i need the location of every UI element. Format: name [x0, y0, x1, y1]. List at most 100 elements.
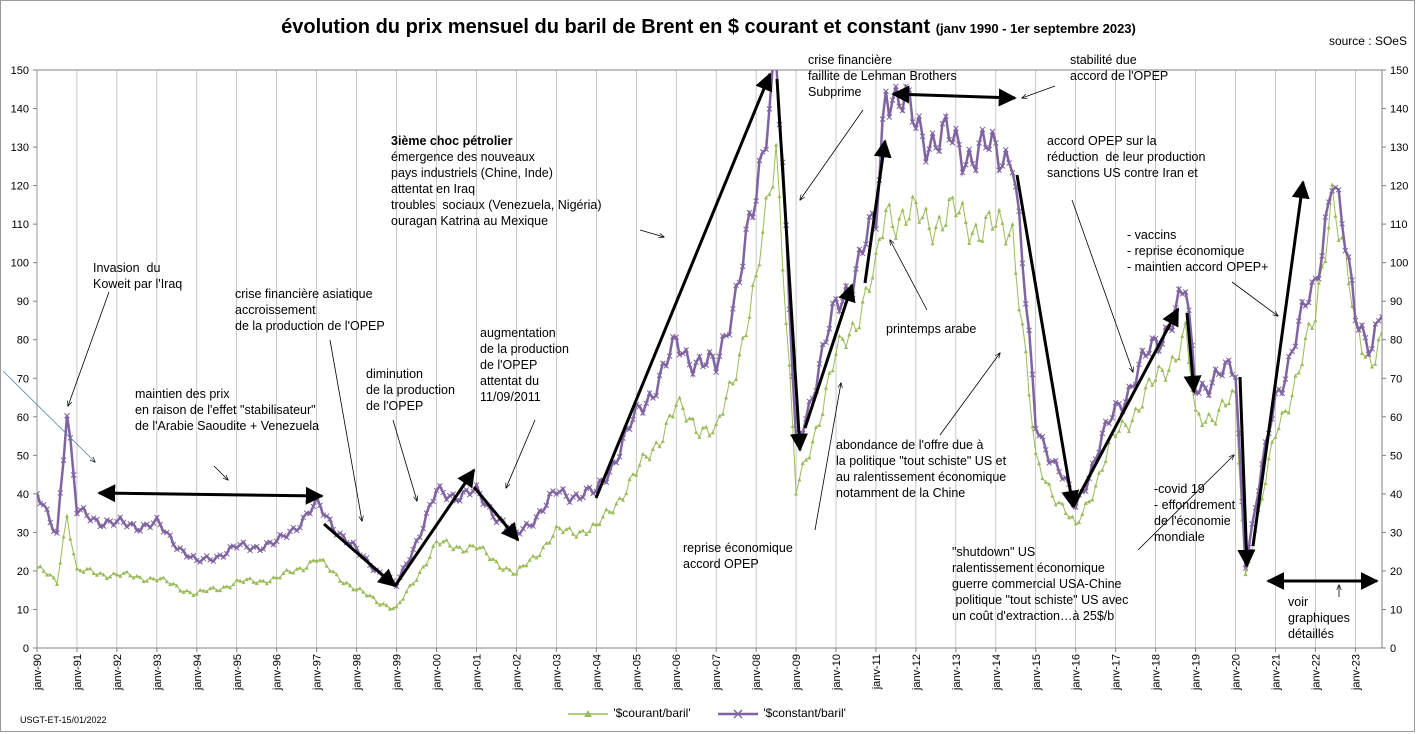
- point-triangle: [913, 199, 918, 204]
- point-triangle: [474, 546, 479, 551]
- point-triangle: [664, 420, 669, 425]
- point-triangle: [354, 587, 359, 592]
- x-tick-label: janv-90: [32, 654, 44, 691]
- point-cross: [573, 491, 580, 497]
- point-triangle: [1196, 411, 1201, 416]
- point-triangle: [224, 584, 229, 589]
- point-cross: [1019, 260, 1026, 267]
- point-cross: [1006, 160, 1012, 166]
- point-cross: [816, 360, 823, 367]
- point-triangle: [497, 565, 502, 570]
- point-triangle: [587, 528, 592, 533]
- point-triangle: [933, 224, 938, 229]
- point-cross: [436, 482, 443, 489]
- point-triangle: [1293, 373, 1298, 378]
- point-cross: [180, 547, 187, 554]
- point-triangle: [1150, 382, 1155, 387]
- annotation-covid: -covid 19 - effondrement de l'économie m…: [1154, 482, 1236, 544]
- point-triangle: [670, 414, 675, 419]
- point-triangle: [714, 421, 719, 426]
- point-triangle: [337, 578, 342, 583]
- point-triangle: [527, 557, 532, 562]
- point-cross: [879, 116, 886, 122]
- point-triangle: [850, 320, 855, 325]
- point-cross: [1169, 327, 1176, 334]
- point-triangle: [304, 565, 309, 570]
- point-cross: [709, 353, 716, 360]
- point-triangle: [927, 225, 932, 230]
- point-cross: [1335, 186, 1342, 193]
- point-triangle: [610, 510, 615, 515]
- point-cross: [936, 148, 943, 155]
- point-cross: [766, 105, 773, 112]
- x-tick-label: janv-13: [951, 654, 963, 691]
- point-cross: [1209, 379, 1216, 386]
- point-cross: [1295, 318, 1302, 324]
- point-triangle: [947, 197, 952, 202]
- point-cross: [523, 520, 530, 527]
- point-triangle: [557, 526, 562, 531]
- point-cross: [446, 492, 453, 499]
- point-triangle: [467, 543, 472, 548]
- point-triangle: [447, 543, 452, 548]
- x-tick-label: janv-05: [631, 654, 643, 691]
- point-triangle: [264, 581, 269, 586]
- point-triangle: [311, 558, 316, 563]
- point-triangle: [1083, 501, 1088, 506]
- point-triangle: [697, 434, 702, 439]
- point-cross: [40, 501, 47, 508]
- point-triangle: [1047, 481, 1052, 486]
- point-triangle: [124, 569, 129, 574]
- point-cross: [956, 141, 963, 148]
- point-cross: [1249, 521, 1256, 527]
- x-tick-label: janv-09: [791, 654, 803, 691]
- point-triangle: [853, 328, 858, 333]
- y-tick-label-left: 120: [11, 181, 29, 193]
- annotation-oil-shock: émergence des nouveaux pays industriels …: [391, 150, 602, 228]
- point-cross: [1099, 430, 1106, 437]
- point-triangle: [1090, 497, 1095, 502]
- point-triangle: [344, 580, 349, 585]
- point-triangle: [48, 572, 53, 577]
- point-cross: [320, 512, 327, 518]
- point-triangle: [1027, 392, 1032, 397]
- legend-courant: '$courant/baril': [566, 706, 691, 720]
- point-triangle: [367, 593, 372, 598]
- point-triangle: [154, 578, 159, 583]
- point-cross: [1112, 399, 1119, 406]
- point-triangle: [317, 557, 322, 562]
- point-cross: [726, 331, 733, 338]
- point-triangle: [537, 553, 542, 558]
- x-tick-label: janv-08: [751, 654, 763, 691]
- point-triangle: [477, 545, 482, 550]
- point-cross: [746, 209, 753, 216]
- point-triangle: [64, 513, 69, 518]
- point-cross: [1016, 208, 1022, 215]
- x-tick-label: janv-17: [1111, 654, 1123, 691]
- point-cross: [1229, 371, 1236, 378]
- point-triangle: [1213, 421, 1218, 426]
- point-triangle: [1123, 422, 1128, 427]
- point-cross: [423, 510, 430, 516]
- point-cross: [1142, 353, 1149, 359]
- point-cross: [580, 494, 586, 501]
- point-triangle: [760, 229, 765, 234]
- point-cross: [916, 113, 923, 119]
- point-cross: [723, 332, 729, 339]
- point-cross: [823, 339, 829, 346]
- point-cross: [207, 557, 213, 563]
- trend-arrow: [1183, 312, 1202, 394]
- point-triangle: [717, 413, 722, 418]
- point-triangle: [953, 213, 958, 218]
- point-triangle: [704, 424, 709, 429]
- point-triangle: [321, 557, 326, 562]
- point-cross: [1282, 376, 1289, 382]
- point-triangle: [567, 525, 572, 530]
- point-cross: [1052, 457, 1059, 464]
- point-triangle: [1050, 493, 1055, 498]
- point-cross: [1232, 374, 1239, 380]
- trend-arrow: [97, 484, 324, 505]
- point-triangle: [890, 223, 895, 228]
- point-triangle: [1223, 403, 1228, 408]
- point-triangle: [727, 379, 732, 384]
